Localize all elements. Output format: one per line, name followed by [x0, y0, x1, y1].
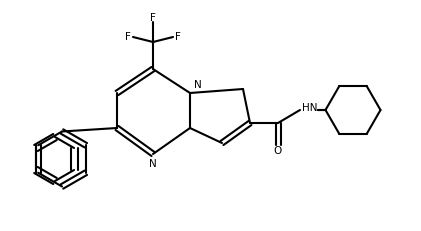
Text: F: F [175, 32, 181, 42]
Text: HN: HN [302, 103, 317, 113]
Text: F: F [150, 13, 156, 23]
Text: O: O [274, 146, 282, 156]
Text: N: N [194, 80, 202, 90]
Text: N: N [149, 159, 157, 169]
Text: F: F [125, 32, 131, 42]
